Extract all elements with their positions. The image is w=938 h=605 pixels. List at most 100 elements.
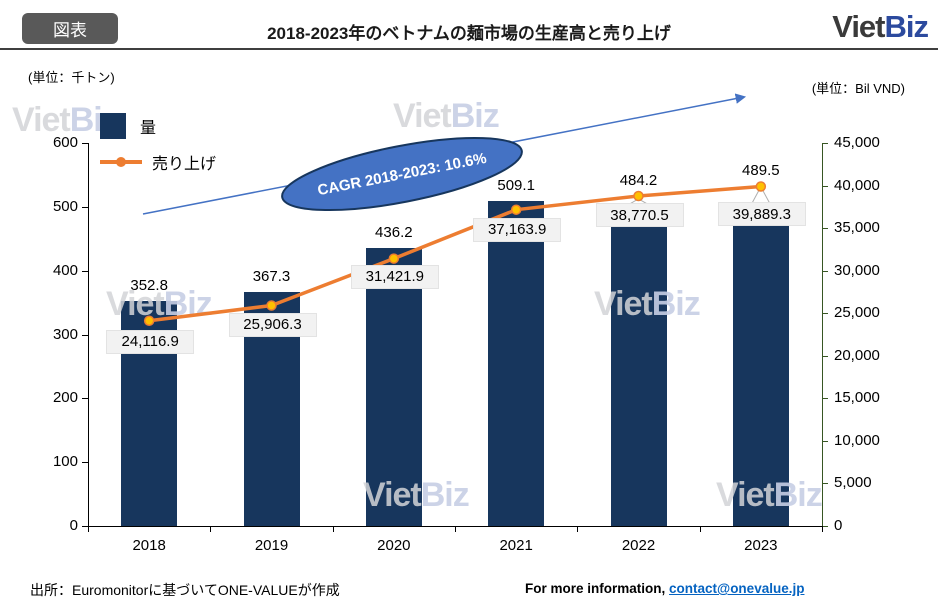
logo-part2: Biz xyxy=(884,9,929,44)
sales-marker xyxy=(266,300,277,311)
right-axis-tick-label: 35,000 xyxy=(834,219,880,237)
sales-line-icon xyxy=(100,157,142,167)
right-axis-tick-label: 25,000 xyxy=(834,304,880,322)
x-axis-category-label: 2023 xyxy=(744,537,778,554)
sales-value-label: 24,116.9 xyxy=(106,329,195,354)
right-axis-tick-label: 30,000 xyxy=(834,261,880,279)
left-axis-tick xyxy=(82,270,88,272)
volume-value-label: 489.5 xyxy=(742,162,780,180)
left-axis-tick xyxy=(82,462,88,464)
left-axis-tick-label: 600 xyxy=(52,134,78,151)
right-axis-tick-label: 0 xyxy=(834,517,843,534)
left-axis-tick-label: 100 xyxy=(52,453,78,471)
volume-bar xyxy=(610,216,667,526)
volume-value-label: 436.2 xyxy=(375,223,413,241)
sales-value-label: 31,421.9 xyxy=(350,264,439,289)
x-axis-tick xyxy=(822,526,823,532)
volume-bar xyxy=(488,201,545,526)
right-axis-tick-label: 10,000 xyxy=(834,431,880,449)
figure-badge-label: 図表 xyxy=(53,21,87,40)
sales-marker xyxy=(388,253,400,264)
legend-sales-label: 売り上げ xyxy=(152,156,217,173)
vietbiz-watermark: VietBiz xyxy=(363,476,470,514)
right-axis-tick xyxy=(822,185,828,187)
left-axis-unit: (単位：千トン) xyxy=(28,70,115,85)
x-axis-category-label: 2021 xyxy=(499,537,533,554)
volume-bar xyxy=(365,247,422,526)
sales-value-label: 25,906.3 xyxy=(228,312,317,337)
right-axis-tick xyxy=(822,483,828,485)
left-axis-tick-label: 500 xyxy=(52,197,78,215)
legend-item-volume: 量 xyxy=(100,113,216,139)
right-axis-tick xyxy=(822,398,828,400)
left-axis-tick xyxy=(82,334,88,336)
header-divider xyxy=(0,48,938,50)
volume-bar xyxy=(732,213,789,526)
legend-item-sales: 売り上げ xyxy=(100,150,216,174)
sales-value-label: 39,889.3 xyxy=(717,202,806,227)
right-axis-tick xyxy=(822,270,828,272)
right-axis-tick-label: 40,000 xyxy=(834,176,880,194)
sales-value-label: 38,770.5 xyxy=(595,203,684,228)
left-axis-tick xyxy=(82,206,88,208)
left-axis-tick-label: 400 xyxy=(52,261,78,279)
page-title: 2018-2023年のベトナムの麺市場の生産高と売り上げ xyxy=(267,24,671,43)
x-axis-tick xyxy=(699,526,701,532)
left-axis-tick-label: 200 xyxy=(52,389,78,407)
label-leader-line xyxy=(762,190,771,204)
x-axis-category-label: 2020 xyxy=(377,537,411,554)
logo-part1: Viet xyxy=(832,9,885,44)
label-leader-line xyxy=(751,190,760,204)
right-axis-tick xyxy=(822,526,828,527)
sales-marker xyxy=(755,181,767,192)
vietbiz-watermark: VietBiz xyxy=(393,97,500,135)
right-axis-tick xyxy=(822,228,828,230)
right-axis-unit: (単位：Bil VND) xyxy=(811,81,905,96)
right-axis-tick-label: 15,000 xyxy=(834,389,880,407)
legend: 量 売り上げ xyxy=(100,113,216,185)
right-axis-tick xyxy=(822,440,828,442)
right-axis-tick xyxy=(822,143,828,144)
left-axis-tick xyxy=(82,143,88,144)
volume-value-label: 352.8 xyxy=(130,276,168,294)
sales-marker xyxy=(633,190,644,202)
cagr-ellipse xyxy=(281,136,523,212)
left-axis-line xyxy=(88,143,89,526)
x-axis-tick xyxy=(88,526,89,532)
right-axis-tick-label: 5,000 xyxy=(834,474,872,492)
left-axis-tick xyxy=(82,398,88,400)
x-axis-category-label: 2018 xyxy=(132,537,166,554)
contact-note: For more information, contact@onevalue.j… xyxy=(525,581,804,596)
x-axis-category-label: 2022 xyxy=(621,537,656,554)
contact-email-link[interactable]: contact@onevalue.jp xyxy=(669,581,805,596)
right-axis-tick-label: 45,000 xyxy=(834,134,880,151)
right-axis-tick xyxy=(822,355,828,357)
volume-value-label: 509.1 xyxy=(497,177,535,195)
right-axis-line xyxy=(822,143,823,526)
x-axis-tick xyxy=(577,526,579,532)
vietbiz-logo: VietBiz xyxy=(832,9,929,45)
x-axis-category-label: 2019 xyxy=(254,537,289,554)
left-axis-tick-label: 0 xyxy=(69,517,78,534)
volume-value-label: 367.3 xyxy=(252,267,291,285)
contact-prefix: For more information, xyxy=(525,581,670,596)
legend-volume-label: 量 xyxy=(140,120,157,137)
sales-value-label: 37,163.9 xyxy=(473,217,562,242)
vietbiz-watermark: VietBiz xyxy=(716,476,823,514)
right-axis-tick-label: 20,000 xyxy=(834,346,880,364)
sales-marker xyxy=(143,315,155,326)
volume-swatch-icon xyxy=(100,113,126,139)
figure-badge: 図表 xyxy=(22,13,118,44)
x-axis-tick xyxy=(332,526,334,532)
left-axis-tick-label: 300 xyxy=(52,325,78,343)
x-axis-tick xyxy=(210,526,212,532)
volume-value-label: 484.2 xyxy=(619,172,658,190)
sales-line xyxy=(148,184,761,323)
left-axis-tick xyxy=(82,526,88,527)
right-axis-tick xyxy=(822,313,828,315)
vietbiz-watermark: VietBiz xyxy=(594,285,701,323)
x-axis-tick xyxy=(455,526,456,532)
source-note: 出所：Euromonitorに基づいてONE-VALUEが作成 xyxy=(30,582,340,598)
sales-marker xyxy=(510,204,522,215)
